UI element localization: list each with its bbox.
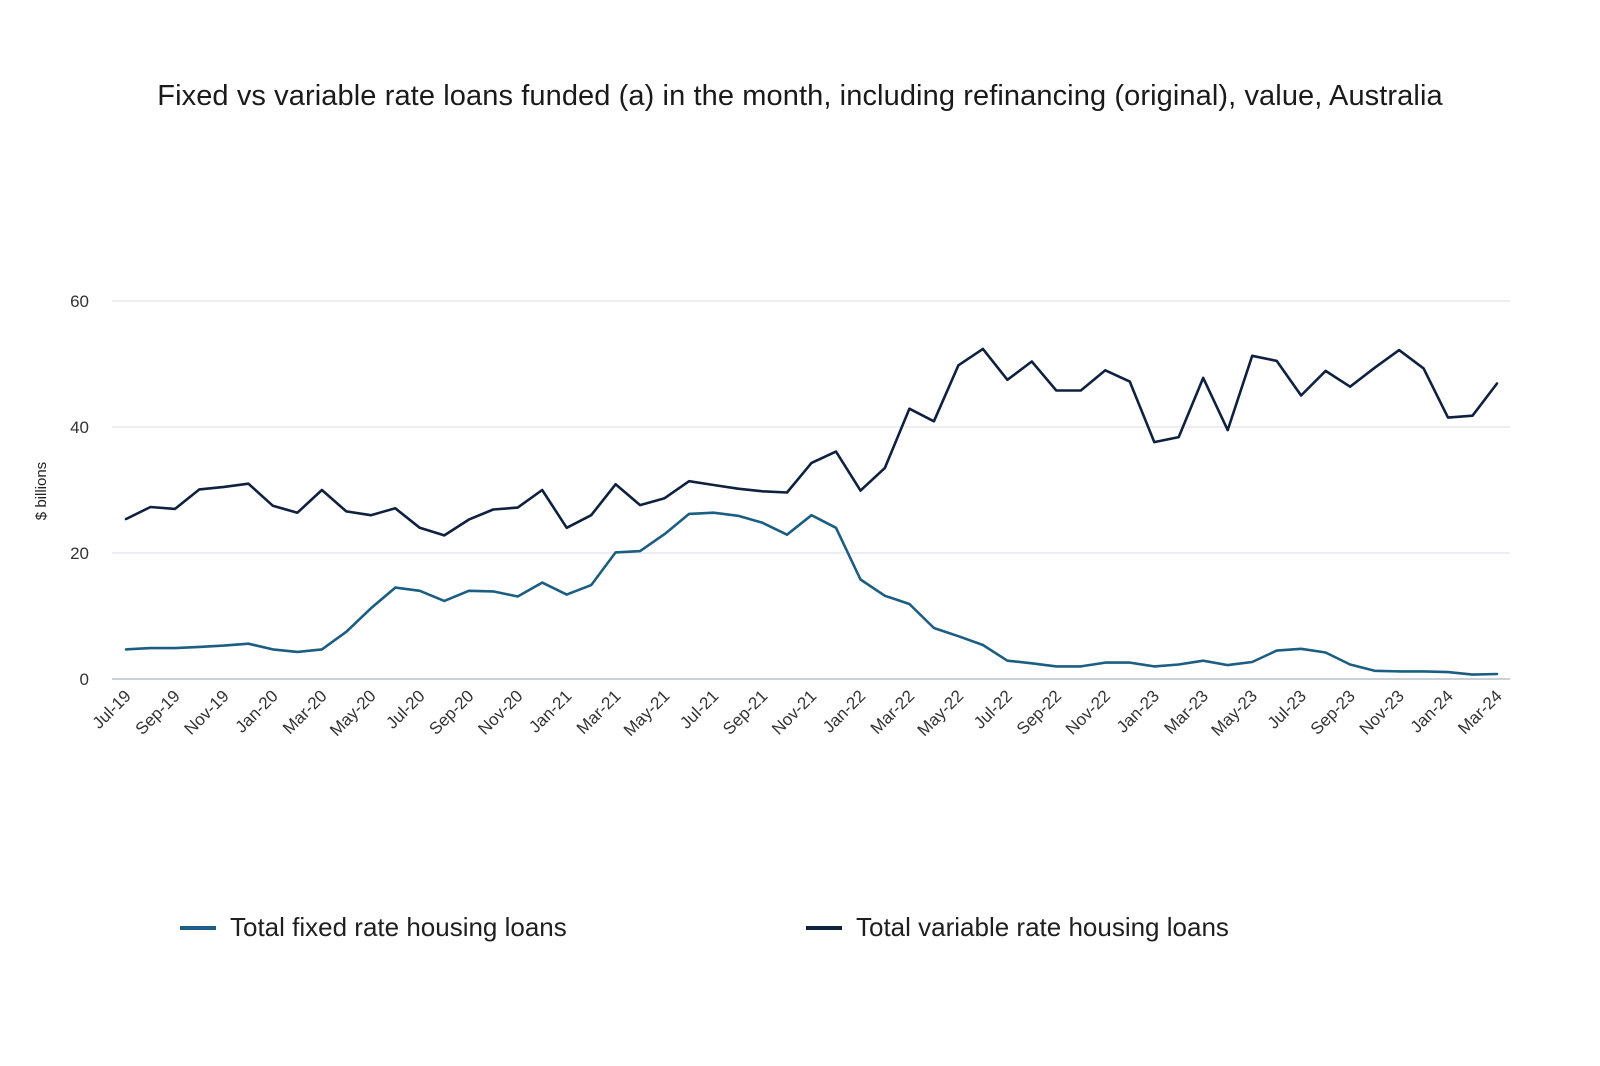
y-axis-ticks: 0 20 40 60 xyxy=(70,292,89,689)
x-tick-label: Jan-21 xyxy=(525,686,575,736)
x-tick-label: Jul-19 xyxy=(89,686,135,732)
x-tick-label: Sep-23 xyxy=(1307,686,1359,738)
series-line-fixed xyxy=(124,511,1499,676)
x-tick-label: Nov-22 xyxy=(1062,686,1114,738)
y-tick-label: 0 xyxy=(80,670,89,689)
x-tick-label: Jul-23 xyxy=(1264,686,1310,732)
y-tick-label: 60 xyxy=(70,292,89,311)
x-tick-label: May-23 xyxy=(1207,686,1261,740)
x-tick-label: Sep-19 xyxy=(132,686,184,738)
x-tick-label: Jul-21 xyxy=(676,686,722,732)
gridlines xyxy=(112,300,1510,680)
legend-fixed: Total fixed rate housing loans xyxy=(180,912,567,943)
x-tick-label: Sep-20 xyxy=(425,686,477,738)
x-tick-label: Mar-23 xyxy=(1161,686,1213,738)
x-tick-label: Mar-24 xyxy=(1454,686,1506,738)
x-tick-label: Jan-20 xyxy=(232,686,282,736)
x-tick-label: Nov-19 xyxy=(181,686,233,738)
x-tick-label: Nov-20 xyxy=(474,686,526,738)
x-tick-label: Mar-22 xyxy=(867,686,919,738)
x-tick-label: Jan-24 xyxy=(1407,686,1457,736)
series-line-variable xyxy=(124,347,1499,537)
x-tick-label: Jul-20 xyxy=(382,686,428,732)
x-tick-label: Nov-23 xyxy=(1356,686,1408,738)
y-axis-label: $ billions xyxy=(33,462,50,520)
x-tick-label: May-20 xyxy=(326,686,380,740)
x-tick-label: Jan-23 xyxy=(1113,686,1163,736)
y-tick-label: 20 xyxy=(70,544,89,563)
x-tick-label: Mar-21 xyxy=(573,686,625,738)
chart-title: Fixed vs variable rate loans funded (a) … xyxy=(157,80,1443,112)
series-lines xyxy=(124,347,1499,676)
legend-swatch-fixed xyxy=(180,925,216,930)
x-tick-label: Nov-21 xyxy=(768,686,820,738)
legend-label-fixed: Total fixed rate housing loans xyxy=(230,912,567,942)
legend-swatch-variable xyxy=(806,925,842,930)
x-tick-label: May-21 xyxy=(620,686,674,740)
x-tick-label: Mar-20 xyxy=(279,686,331,738)
x-tick-label: May-22 xyxy=(914,686,968,740)
x-tick-label: Sep-22 xyxy=(1013,686,1065,738)
legend-label-variable: Total variable rate housing loans xyxy=(856,912,1229,942)
y-tick-label: 40 xyxy=(70,418,89,437)
legend-variable: Total variable rate housing loans xyxy=(806,912,1229,943)
x-tick-label: Sep-21 xyxy=(719,686,771,738)
x-tick-label: Jan-22 xyxy=(819,686,869,736)
x-tick-label: Jul-22 xyxy=(970,686,1016,732)
